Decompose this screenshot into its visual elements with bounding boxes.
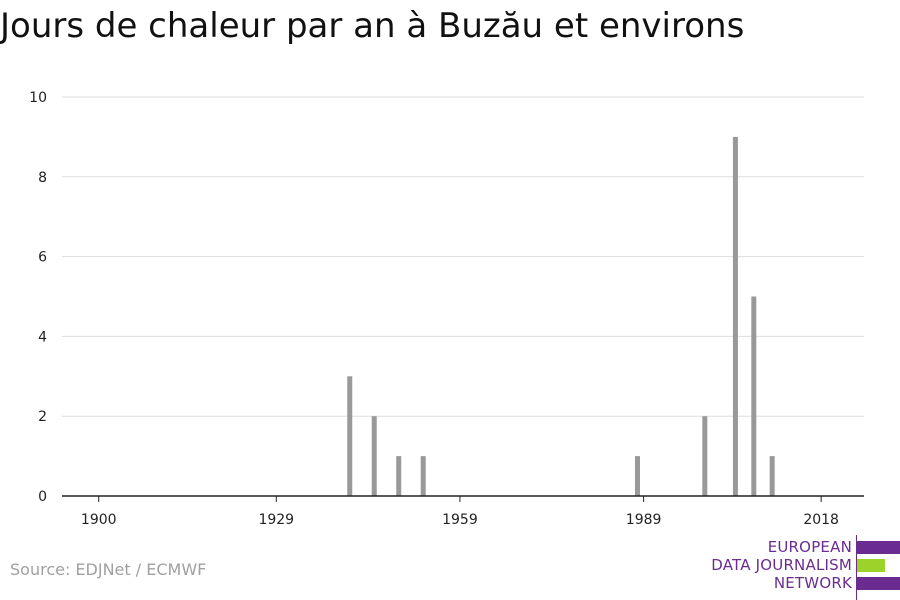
x-tick-label: 1929 [258, 512, 294, 528]
logo-divider [856, 535, 857, 600]
bar [702, 416, 708, 496]
bar [371, 416, 377, 496]
bar [732, 136, 738, 496]
x-tick-label: 1959 [442, 512, 478, 528]
y-tick-label: 0 [38, 489, 47, 505]
x-axis: 1900 1929 1959 1989 2018 [62, 495, 864, 528]
x-tick-label: 1900 [81, 512, 117, 528]
y-tick-label: 6 [38, 250, 47, 266]
bar [769, 456, 775, 496]
logo-bar-bottom [857, 577, 900, 590]
bar [347, 376, 353, 496]
logo-line-data-journalism: DATA JOURNALISM [711, 556, 852, 574]
bars [347, 136, 775, 496]
y-axis: 0 2 4 6 8 10 [29, 90, 47, 505]
bar [396, 456, 402, 496]
logo-line-network: NETWORK [773, 574, 852, 592]
edjnet-logo: EUROPEAN DATA JOURNALISM NETWORK [700, 535, 900, 600]
chart-title: Jours de chaleur par an à Buzău et envir… [0, 6, 745, 46]
y-tick-label: 8 [38, 170, 47, 186]
source-note: Source: EDJNet / ECMWF [10, 560, 207, 579]
x-tick-label: 1989 [626, 512, 662, 528]
bar [420, 456, 426, 496]
logo-bar-middle [857, 559, 885, 572]
logo-line-european: EUROPEAN [767, 538, 852, 556]
bar [634, 456, 640, 496]
logo-bar-top [857, 541, 900, 554]
y-tick-label: 4 [38, 329, 47, 345]
bar [751, 296, 757, 496]
y-tick-label: 10 [29, 90, 47, 106]
gridlines [62, 96, 864, 417]
y-tick-label: 2 [38, 409, 47, 425]
x-tick-label: 2018 [803, 512, 839, 528]
